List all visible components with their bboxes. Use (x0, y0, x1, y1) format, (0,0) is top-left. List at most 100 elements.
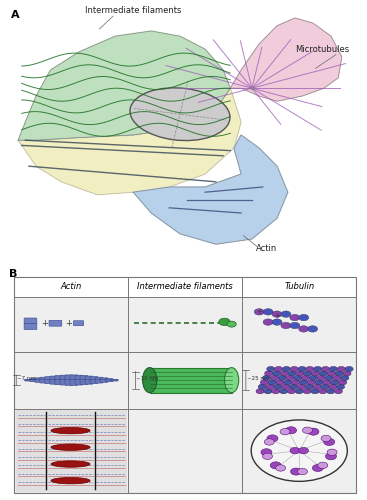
Bar (14, 297, 356, 352)
Circle shape (298, 468, 308, 475)
Circle shape (278, 376, 286, 380)
FancyBboxPatch shape (45, 376, 53, 381)
Circle shape (309, 376, 317, 380)
Circle shape (327, 449, 337, 456)
Text: +: + (274, 312, 280, 318)
Circle shape (297, 384, 305, 390)
Circle shape (328, 384, 337, 390)
FancyBboxPatch shape (95, 380, 103, 383)
Circle shape (302, 376, 310, 380)
Text: ~7 nm: ~7 nm (17, 376, 36, 381)
Circle shape (254, 308, 264, 315)
Circle shape (284, 380, 292, 385)
Circle shape (274, 384, 282, 390)
Circle shape (260, 380, 268, 385)
Ellipse shape (143, 368, 157, 392)
Circle shape (305, 384, 313, 390)
Circle shape (281, 384, 290, 390)
FancyBboxPatch shape (80, 376, 88, 381)
Circle shape (219, 318, 230, 326)
Circle shape (302, 427, 312, 434)
Circle shape (307, 380, 316, 385)
FancyBboxPatch shape (75, 375, 83, 381)
Circle shape (331, 380, 339, 385)
FancyBboxPatch shape (95, 377, 103, 381)
Circle shape (280, 388, 288, 394)
Circle shape (329, 366, 338, 372)
Text: Intermediate filaments: Intermediate filaments (138, 282, 233, 292)
FancyBboxPatch shape (110, 380, 118, 381)
Bar (14, 408, 356, 492)
Circle shape (282, 366, 291, 372)
Circle shape (280, 428, 290, 435)
FancyBboxPatch shape (25, 380, 33, 381)
Circle shape (341, 376, 349, 380)
Circle shape (286, 376, 294, 380)
Circle shape (227, 321, 236, 327)
Text: Actin: Actin (256, 244, 277, 252)
Text: Microtubules: Microtubules (295, 45, 349, 54)
Text: +: + (65, 318, 72, 328)
Circle shape (312, 371, 320, 376)
Circle shape (299, 380, 308, 385)
Circle shape (287, 388, 295, 394)
FancyBboxPatch shape (105, 378, 113, 381)
Text: ~10 nm: ~10 nm (136, 376, 159, 381)
Circle shape (266, 384, 274, 390)
FancyBboxPatch shape (65, 375, 73, 381)
FancyBboxPatch shape (30, 378, 38, 381)
Polygon shape (230, 18, 342, 101)
FancyBboxPatch shape (85, 376, 93, 381)
Circle shape (290, 322, 300, 328)
Circle shape (345, 366, 353, 372)
Circle shape (286, 426, 297, 434)
FancyBboxPatch shape (105, 380, 113, 382)
Circle shape (311, 388, 319, 394)
Circle shape (321, 366, 330, 372)
FancyBboxPatch shape (25, 380, 33, 381)
FancyBboxPatch shape (85, 380, 93, 384)
FancyBboxPatch shape (35, 378, 43, 381)
Circle shape (314, 366, 322, 372)
Circle shape (298, 448, 309, 454)
Circle shape (261, 448, 272, 456)
Text: Intermediate filaments: Intermediate filaments (85, 6, 181, 15)
Circle shape (317, 376, 326, 380)
FancyBboxPatch shape (100, 380, 108, 382)
Circle shape (262, 453, 273, 460)
FancyBboxPatch shape (75, 380, 83, 385)
Circle shape (343, 371, 351, 376)
FancyBboxPatch shape (90, 380, 98, 384)
Circle shape (288, 371, 296, 376)
Circle shape (327, 388, 335, 394)
Circle shape (319, 371, 328, 376)
Circle shape (327, 371, 335, 376)
Circle shape (295, 388, 304, 394)
Ellipse shape (225, 368, 239, 392)
Ellipse shape (51, 444, 90, 450)
Circle shape (272, 371, 280, 376)
Ellipse shape (51, 461, 90, 467)
Text: +: + (257, 309, 262, 315)
Circle shape (258, 384, 266, 390)
Circle shape (290, 366, 298, 372)
Circle shape (313, 384, 321, 390)
Circle shape (298, 366, 306, 372)
Bar (14, 352, 356, 408)
Circle shape (275, 366, 283, 372)
Circle shape (324, 438, 335, 446)
Ellipse shape (130, 88, 230, 141)
Circle shape (306, 366, 314, 372)
Circle shape (325, 376, 333, 380)
Circle shape (290, 384, 298, 390)
Circle shape (326, 453, 337, 460)
Circle shape (272, 311, 282, 318)
Circle shape (337, 366, 345, 372)
Circle shape (264, 388, 272, 394)
Text: Tubulin: Tubulin (284, 282, 314, 292)
Circle shape (267, 435, 278, 442)
Circle shape (333, 376, 341, 380)
Polygon shape (18, 31, 230, 140)
Circle shape (321, 384, 329, 390)
Circle shape (335, 371, 343, 376)
